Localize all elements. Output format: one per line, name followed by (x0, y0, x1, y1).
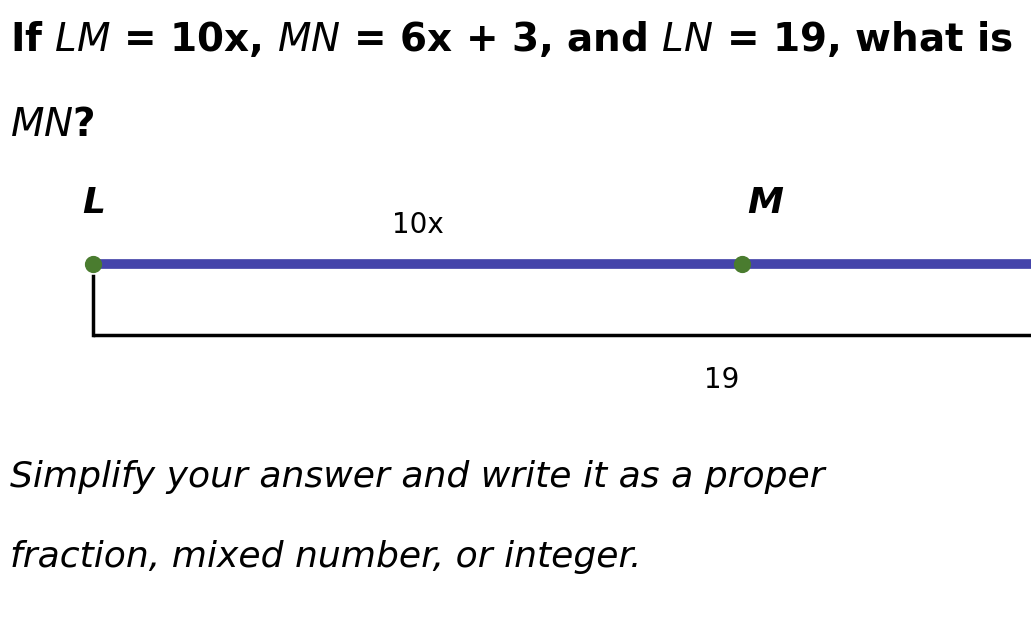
Text: M: M (747, 186, 784, 220)
Point (734, 259, 751, 269)
Text: If $\mathit{LM}$ = 10x, $\mathit{MN}$ = 6x + 3, and $\mathit{LN}$ = 19, what is: If $\mathit{LM}$ = 10x, $\mathit{MN}$ = … (10, 19, 1013, 58)
Point (85, 259, 101, 269)
Text: $\mathit{MN}$?: $\mathit{MN}$? (10, 106, 95, 143)
Text: 19: 19 (704, 366, 739, 394)
Text: 10x: 10x (392, 211, 443, 239)
Text: L: L (82, 186, 105, 220)
Text: Simplify your answer and write it as a proper: Simplify your answer and write it as a p… (10, 460, 825, 494)
Text: fraction, mixed number, or integer.: fraction, mixed number, or integer. (10, 540, 642, 574)
